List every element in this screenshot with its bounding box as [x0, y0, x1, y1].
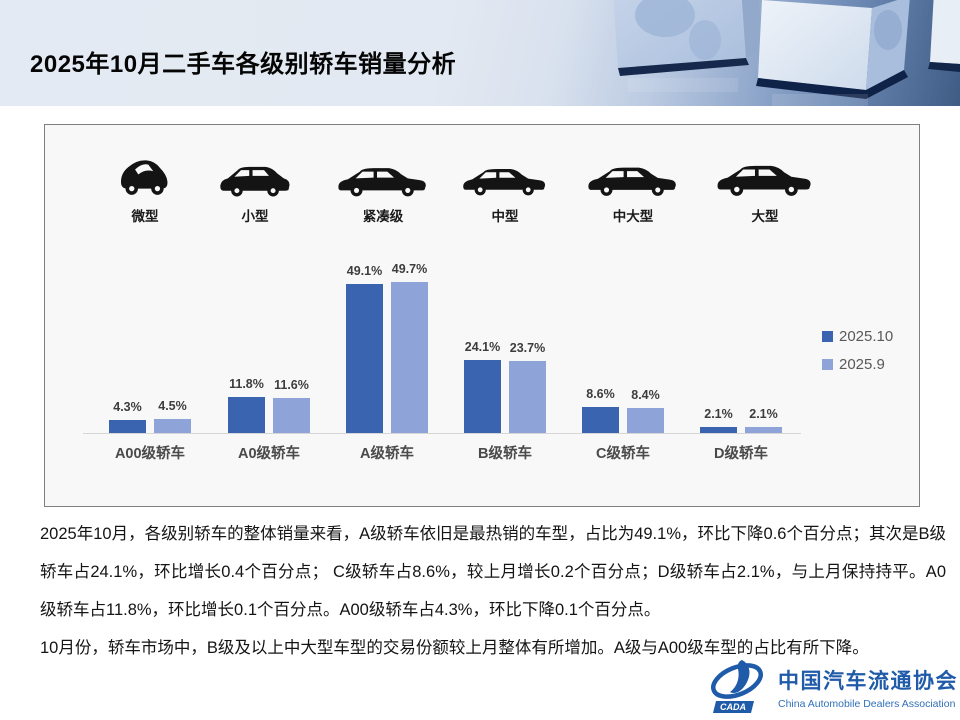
- bar-value-label: 49.7%: [391, 262, 428, 276]
- bar-value-label: 24.1%: [464, 340, 501, 354]
- cube-a: [613, 0, 762, 92]
- cube-b: [756, 0, 910, 106]
- bar-2025.9: [509, 361, 546, 433]
- bar-2025.10: [228, 397, 265, 433]
- cada-logo: CADA 中国汽车流通协会 China Automobile Dealers A…: [708, 659, 958, 715]
- vehicle-class-midlarge: 中大型: [586, 147, 680, 225]
- bar-value-label: 49.1%: [346, 264, 383, 278]
- category-label: A00级轿车: [114, 446, 186, 462]
- car-icon-midsize: [461, 147, 549, 199]
- cada-emblem-icon: CADA: [711, 660, 763, 713]
- legend-label: 2025.10: [839, 328, 894, 345]
- category-label: B级轿车: [478, 446, 532, 462]
- bar-2025.9: [273, 398, 310, 433]
- cube-c: [928, 0, 960, 72]
- bar-value-label: 23.7%: [509, 341, 546, 355]
- bar-2025.9: [391, 282, 428, 433]
- bar-value-label: 11.6%: [274, 378, 309, 392]
- legend-item: 2025.9: [822, 356, 893, 373]
- vehicle-class-label: 大型: [751, 209, 779, 224]
- legend-item: 2025.10: [822, 328, 893, 345]
- bar-value-label: 2.1%: [704, 407, 733, 421]
- vehicle-class-label: 微型: [131, 209, 159, 224]
- bar-2025.10: [346, 284, 383, 433]
- chart-panel: 微型 小型 紧凑级: [44, 124, 920, 507]
- bar-value-label: 4.3%: [113, 400, 142, 414]
- bar-2025.9: [745, 427, 782, 433]
- bar-2025.10: [700, 427, 737, 433]
- vehicle-class-large: 大型: [715, 147, 815, 225]
- vehicle-class-label: 中型: [491, 209, 519, 224]
- legend-swatch: [822, 331, 833, 342]
- association-name-cn: 中国汽车流通协会: [778, 670, 958, 693]
- analysis-paragraph-2: 10月份，轿车市场中，B级及以上中大型车型的交易份额较上月整体有所增加。A级与A…: [40, 639, 869, 657]
- vehicle-class-compact: 紧凑级: [336, 147, 430, 225]
- bar-value-label: 8.6%: [586, 387, 615, 401]
- header-cubes-image: [613, 0, 960, 106]
- bar-value-label: 11.8%: [229, 377, 264, 391]
- car-icon-large: [715, 147, 815, 199]
- analysis-text: 2025年10月，各级别轿车的整体销量来看，A级轿车依旧是最热销的车型，占比为4…: [40, 515, 946, 667]
- vehicle-class-micro: 微型: [116, 147, 174, 225]
- category-label: A0级轿车: [237, 446, 301, 462]
- cada-badge: CADA: [713, 701, 754, 713]
- vehicle-class-label: 中大型: [612, 209, 654, 224]
- vehicle-class-label: 小型: [241, 209, 269, 224]
- bar-chart: A00级轿车 4.3% 4.5% A0级轿车 11.8% 11.6% A级轿车 49.1% 49…: [45, 125, 919, 506]
- bar-value-label: 4.5%: [158, 399, 187, 413]
- legend-swatch: [822, 359, 833, 370]
- header-banner: 2025年10月二手车各级别轿车销量分析: [0, 0, 960, 106]
- car-icon-micro: [116, 147, 174, 199]
- x-axis-line: [83, 433, 801, 434]
- category-label: A级轿车: [360, 446, 414, 462]
- bar-value-label: 2.1%: [749, 407, 778, 421]
- bar-2025.9: [627, 408, 664, 433]
- analysis-paragraph-1: 2025年10月，各级别轿车的整体销量来看，A级轿车依旧是最热销的车型，占比为4…: [40, 525, 946, 619]
- vehicle-class-label: 紧凑级: [362, 209, 404, 224]
- svg-text:CADA: CADA: [720, 702, 746, 712]
- bar-2025.10: [464, 360, 501, 433]
- car-icon-midlarge: [586, 147, 680, 199]
- category-label: D级轿车: [714, 446, 768, 462]
- association-name-en: China Automobile Dealers Association: [778, 698, 956, 710]
- vehicle-class-small: 小型: [218, 147, 292, 225]
- legend-label: 2025.9: [839, 356, 885, 373]
- chart-legend: 2025.10 2025.9: [822, 328, 893, 384]
- bar-value-label: 8.4%: [631, 388, 660, 402]
- page-title: 2025年10月二手车各级别轿车销量分析: [30, 51, 457, 78]
- bar-2025.10: [582, 407, 619, 433]
- bar-2025.10: [109, 420, 146, 433]
- bar-2025.9: [154, 419, 191, 433]
- category-label: C级轿车: [596, 446, 650, 462]
- car-icon-small: [218, 147, 292, 199]
- vehicle-class-midsize: 中型: [461, 147, 549, 225]
- car-icon-compact: [336, 147, 430, 199]
